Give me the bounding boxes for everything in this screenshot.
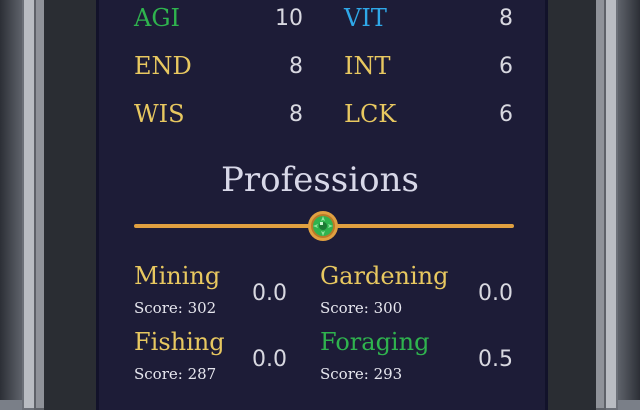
profession-name-mining: Mining <box>134 262 221 290</box>
stat-value-lck: 6 <box>499 102 513 127</box>
stat-label-int: INT <box>344 52 391 80</box>
green-gem-icon <box>308 211 338 241</box>
stat-value-agi: 10 <box>275 6 303 31</box>
profession-score-mining: Score: 302 <box>134 299 217 317</box>
profession-value-fishing: 0.0 <box>252 347 287 372</box>
stat-value-int: 6 <box>499 54 513 79</box>
stat-label-agi: AGI <box>134 4 180 32</box>
stat-value-end: 8 <box>289 54 303 79</box>
profession-value-foraging: 0.5 <box>478 347 513 372</box>
stat-label-end: END <box>134 52 192 80</box>
profession-score-gardening: Score: 300 <box>320 299 403 317</box>
stat-label-lck: LCK <box>344 100 397 128</box>
stat-label-wis: WIS <box>134 100 185 128</box>
hero-stats-card <box>96 0 548 410</box>
profession-value-gardening: 0.0 <box>478 281 513 306</box>
profession-name-fishing: Fishing <box>134 328 225 356</box>
stat-label-vit: VIT <box>344 4 387 32</box>
profession-value-mining: 0.0 <box>252 281 287 306</box>
professions-title: Professions <box>221 160 419 200</box>
stat-value-vit: 8 <box>499 6 513 31</box>
profession-score-fishing: Score: 287 <box>134 365 217 383</box>
profession-name-foraging: Foraging <box>320 328 430 356</box>
profession-score-foraging: Score: 293 <box>320 365 403 383</box>
stat-value-wis: 8 <box>289 102 303 127</box>
profession-name-gardening: Gardening <box>320 262 449 290</box>
